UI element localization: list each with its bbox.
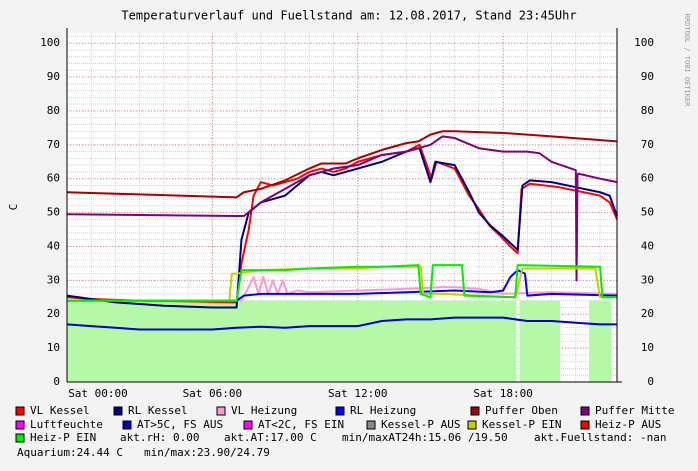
legend-swatch xyxy=(580,420,590,430)
series-line xyxy=(66,130,618,199)
series-line xyxy=(67,269,618,302)
legend-swatch xyxy=(470,406,480,416)
legend-note: akt.rH: 0.00 xyxy=(120,431,199,444)
legend-label: RL Heizung xyxy=(350,404,416,417)
x-tick-label: Sat 18:00 xyxy=(473,387,533,400)
y-tick-label: 10 xyxy=(47,341,60,354)
y-tick-label-right: 50 xyxy=(641,206,654,219)
legend-swatch xyxy=(366,420,376,430)
y-axis-label: C xyxy=(7,204,20,211)
y-tick-label-right: 20 xyxy=(641,307,654,320)
legend-note: min/maxAT24h:15.06 /19.50 xyxy=(342,431,508,444)
legend-swatch xyxy=(243,420,253,430)
y-tick-label-right: 30 xyxy=(641,273,654,286)
y-tick-label: 0 xyxy=(53,375,60,388)
legend-note: Aquarium:24.44 C xyxy=(17,446,123,459)
legend-label: AT<2C, FS EIN xyxy=(258,418,344,431)
series-line xyxy=(66,316,617,331)
y-tick-label-right: 10 xyxy=(641,341,654,354)
legend-label: Luftfeuchte xyxy=(30,418,103,431)
y-tick-label: 70 xyxy=(47,138,60,151)
legend-label: RL Kessel xyxy=(128,404,188,417)
legend-label: AT>5C, FS AUS xyxy=(137,418,223,431)
legend-label: Puffer Oben xyxy=(485,404,558,417)
area xyxy=(67,300,612,382)
y-tick-label: 90 xyxy=(47,70,60,83)
legend-swatch xyxy=(113,406,123,416)
y-tick-label-right: 70 xyxy=(641,138,654,151)
watermark: RRDTOOL / TOBI OETIKER xyxy=(683,14,691,108)
chart-title: Temperaturverlauf und Fuellstand am: 12.… xyxy=(121,9,576,23)
legend-swatch xyxy=(122,420,132,430)
legend-label: Kessel-P EIN xyxy=(482,418,561,431)
y-tick-label-right: 0 xyxy=(647,375,654,388)
legend-label: Kessel-P AUS xyxy=(381,418,460,431)
y-tick-label-right: 60 xyxy=(641,172,654,185)
legend-label: Heiz-P EIN xyxy=(30,431,96,444)
y-tick-label: 100 xyxy=(40,36,60,49)
legend-swatch xyxy=(580,406,590,416)
series-line xyxy=(67,265,617,302)
legend-note: min/max:23.90/24.79 xyxy=(144,446,270,459)
y-tick-label: 60 xyxy=(47,172,60,185)
legend-swatch xyxy=(467,420,477,430)
y-tick-label: 30 xyxy=(47,273,60,286)
legend-label: VL Kessel xyxy=(30,404,90,417)
legend-label: Heiz-P AUS xyxy=(595,418,661,431)
x-tick-label: Sat 12:00 xyxy=(328,387,388,400)
legend-note: akt.Fuellstand: -nan xyxy=(534,431,666,444)
x-tick-label: Sat 00:00 xyxy=(68,387,128,400)
legend-label: VL Heizung xyxy=(231,404,297,417)
x-tick-label: Sat 06:00 xyxy=(183,387,243,400)
legend-label: Puffer Mitte xyxy=(595,404,674,417)
y-tick-label: 80 xyxy=(47,104,60,117)
series-line xyxy=(67,264,617,302)
legend-swatch xyxy=(15,420,25,430)
y-tick-label: 20 xyxy=(47,307,60,320)
series-line xyxy=(66,135,618,282)
legend-swatch xyxy=(335,406,345,416)
y-tick-label-right: 80 xyxy=(641,104,654,117)
y-tick-label-right: 100 xyxy=(634,36,654,49)
legend-swatch xyxy=(216,406,226,416)
y-tick-label: 40 xyxy=(47,239,60,252)
legend-note: akt.AT:17.00 C xyxy=(224,431,317,444)
y-tick-label-right: 90 xyxy=(641,70,654,83)
y-tick-label-right: 40 xyxy=(641,239,654,252)
series-line xyxy=(66,147,618,309)
legend-swatch xyxy=(15,433,25,443)
legend-swatch xyxy=(15,406,25,416)
y-tick-label: 50 xyxy=(47,206,60,219)
